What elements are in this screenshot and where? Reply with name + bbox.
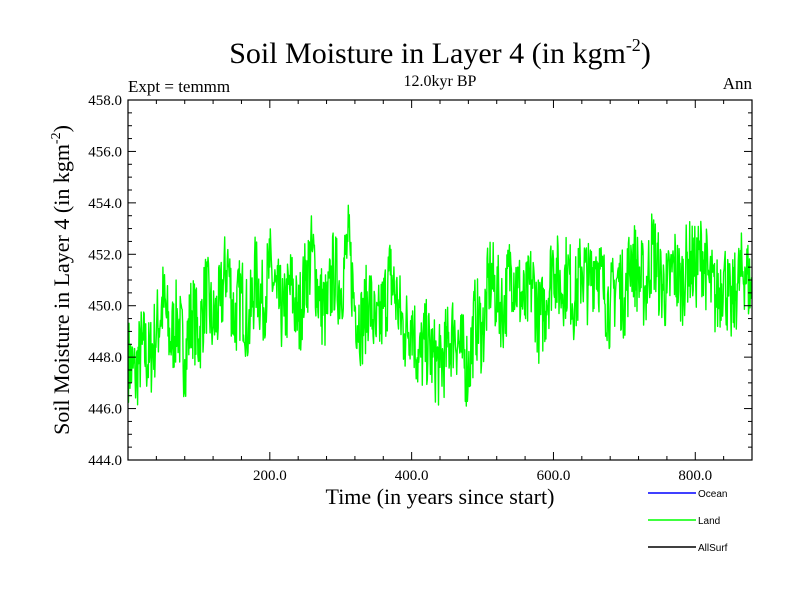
x-tick-label: 400.0 xyxy=(395,468,429,484)
experiment-label: Expt = temmm xyxy=(128,77,230,96)
chart-title: Soil Moisture in Layer 4 (in kgm-2) xyxy=(229,35,651,70)
x-tick-label: 800.0 xyxy=(678,468,712,484)
y-tick-label: 444.0 xyxy=(88,453,122,469)
x-axis-label: Time (in years since start) xyxy=(326,484,555,509)
y-tick-label: 450.0 xyxy=(88,299,122,315)
season-label: Ann xyxy=(723,74,753,93)
y-tick-label: 452.0 xyxy=(88,247,122,263)
legend-label-allsurf: AllSurf xyxy=(698,543,728,554)
legend-label-ocean: Ocean xyxy=(698,489,727,500)
y-axis-label: Soil Moisture in Layer 4 (in kgm-2) xyxy=(49,125,74,435)
x-axis: 200.0 400.0 600.0 800.0 xyxy=(155,100,725,484)
x-tick-label: 200.0 xyxy=(253,468,287,484)
y-tick-label: 448.0 xyxy=(88,350,122,366)
series-layer xyxy=(128,204,752,407)
x-tick-label: 600.0 xyxy=(537,468,571,484)
y-axis: 444.0 446.0 448.0 450.0 452.0 454.0 456.0 458.0 xyxy=(88,93,752,469)
period-label: 12.0kyr BP xyxy=(404,73,477,90)
y-tick-label: 456.0 xyxy=(88,144,122,160)
legend-label-land: Land xyxy=(698,516,720,527)
y-tick-label: 458.0 xyxy=(88,93,122,109)
legend: Ocean Land AllSurf xyxy=(648,489,728,554)
series-line-land xyxy=(128,204,752,407)
y-tick-label: 446.0 xyxy=(88,402,122,418)
y-tick-label: 454.0 xyxy=(88,196,122,212)
